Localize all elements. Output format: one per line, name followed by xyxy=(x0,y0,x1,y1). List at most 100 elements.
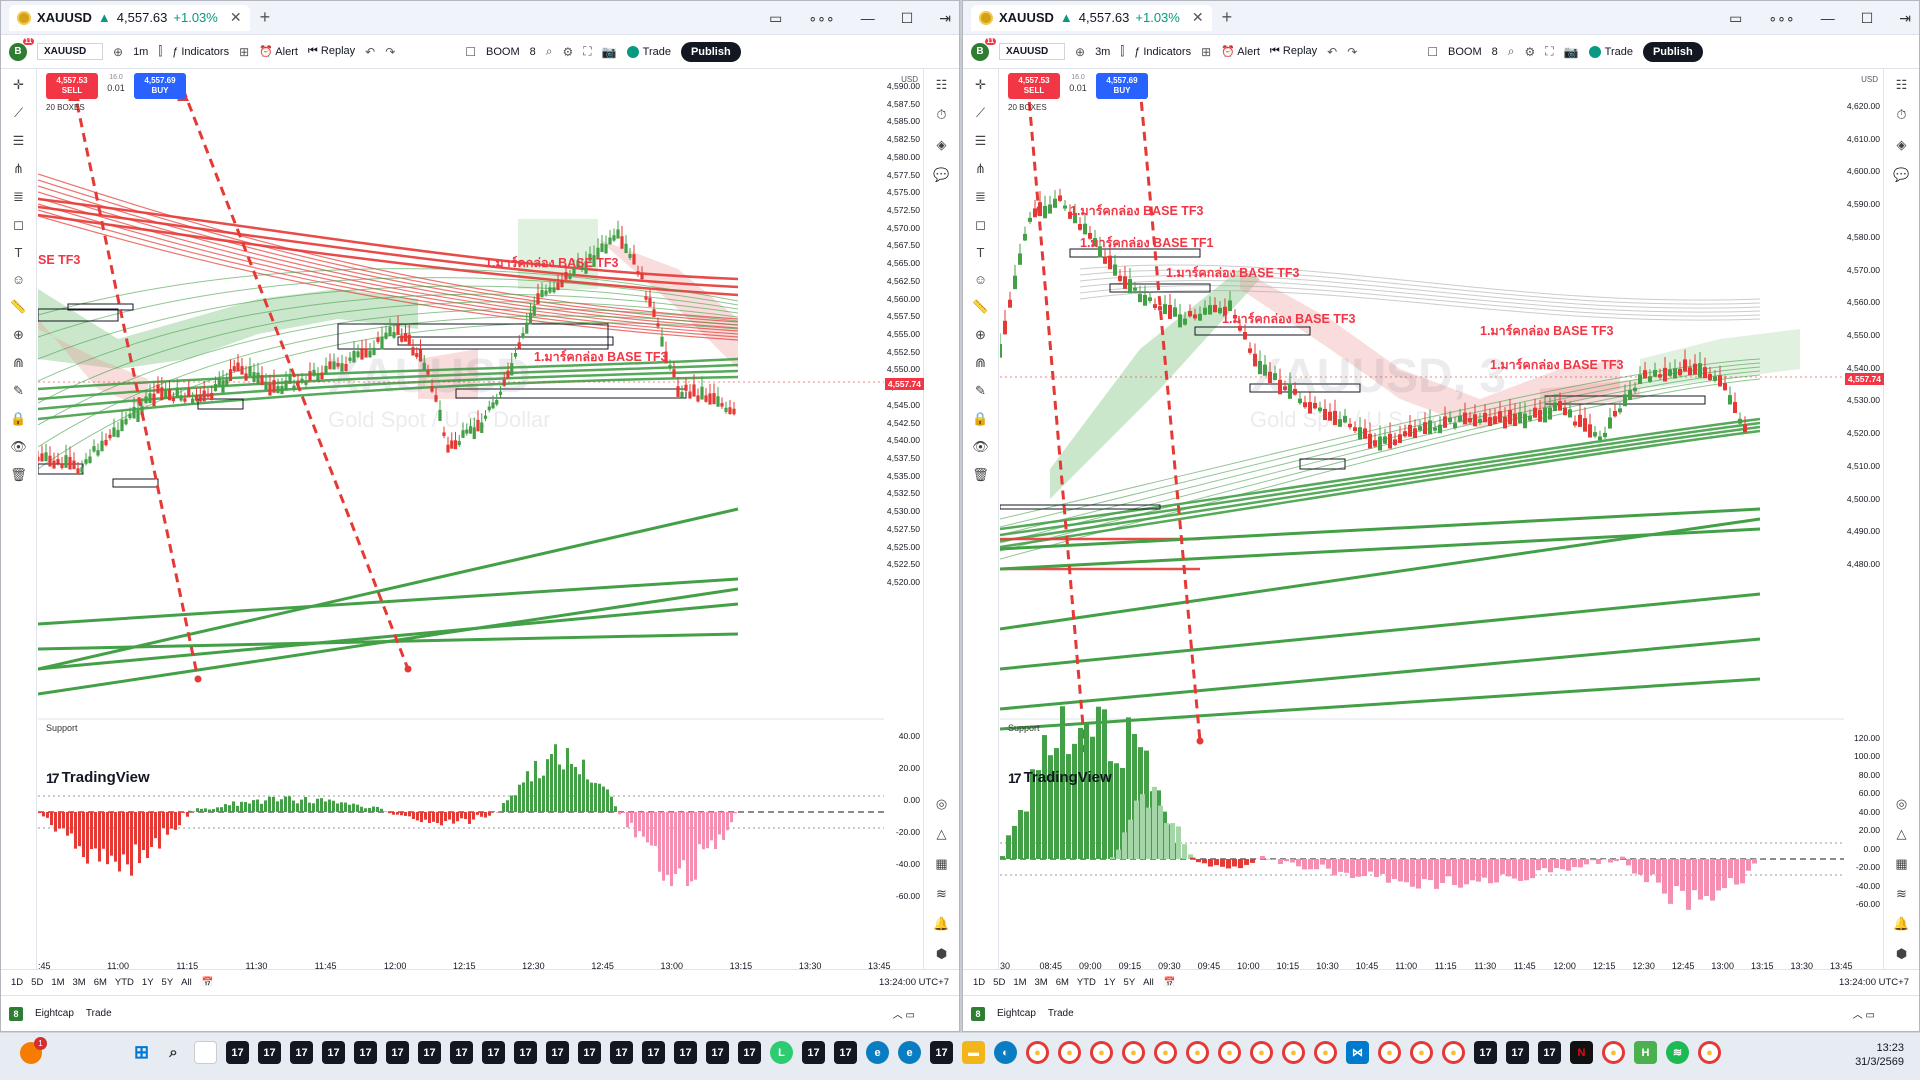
buy-button[interactable]: 4,557.69 BUY xyxy=(134,73,186,99)
collapse-icon[interactable]: ︿ ▭ xyxy=(892,1010,915,1021)
range-5d[interactable]: 5D xyxy=(31,977,44,988)
line-app-icon[interactable]: L xyxy=(770,1041,793,1064)
indicators-button[interactable]: ƒ Indicators xyxy=(172,46,229,58)
range-3m[interactable]: 3M xyxy=(1034,977,1048,988)
eye-icon[interactable]: 👁 xyxy=(972,439,989,454)
crosshair-icon[interactable]: ✛ xyxy=(13,77,24,92)
calendar-range-icon[interactable]: 📅 xyxy=(1163,977,1176,988)
candles-icon[interactable]: ⫿ xyxy=(158,44,163,58)
tradingview-app-icon[interactable]: 17 xyxy=(706,1041,729,1064)
range-5d[interactable]: 5D xyxy=(993,977,1006,988)
magnet-icon[interactable]: ⋒ xyxy=(975,355,986,370)
browser-icon[interactable]: ◐ xyxy=(994,1041,1017,1064)
range-6m[interactable]: 6M xyxy=(93,977,107,988)
spotify-icon[interactable]: ≋ xyxy=(1666,1041,1689,1064)
indicators-button[interactable]: ƒ Indicators xyxy=(1134,46,1191,58)
tradingview-app-icon[interactable]: 17 xyxy=(290,1041,313,1064)
text-icon[interactable]: T xyxy=(976,245,985,260)
windows-start-icon[interactable]: ⊞ xyxy=(133,1042,150,1062)
chrome-icon[interactable]: ● xyxy=(1186,1041,1209,1064)
broadcast-icon[interactable]: ≋ xyxy=(1896,886,1907,901)
settings-icon[interactable]: ⚙ xyxy=(562,44,574,59)
layout-square-icon[interactable]: ☐ xyxy=(465,44,477,59)
undo-icon[interactable]: ↶ xyxy=(365,44,376,59)
replay-button[interactable]: ⏮ Replay xyxy=(1270,45,1317,58)
trash-icon[interactable]: 🗑 xyxy=(972,467,989,482)
range-5y[interactable]: 5Y xyxy=(161,977,174,988)
pencil-lock-icon[interactable]: ✎ xyxy=(13,383,24,398)
chrome-icon[interactable]: ● xyxy=(1602,1041,1625,1064)
plus-circle-icon[interactable]: ⊕ xyxy=(1075,44,1086,59)
chart-pane[interactable]: 4,557.53 SELL 16.0 0.01 4,557.69 BUY 20 BOX… xyxy=(1000,69,1884,1031)
tradingview-app-icon[interactable]: 17 xyxy=(834,1041,857,1064)
fullscreen-icon[interactable]: ⛶ xyxy=(1545,44,1554,58)
tradingview-app-icon[interactable]: 17 xyxy=(578,1041,601,1064)
chrome-icon[interactable]: ● xyxy=(1250,1041,1273,1064)
lock-icon[interactable]: 🔒 xyxy=(972,411,989,426)
interval-button[interactable]: 1m xyxy=(133,45,149,58)
avatar[interactable]: B 11 xyxy=(971,37,996,61)
magnet-icon[interactable]: ⋒ xyxy=(13,355,24,370)
edge-icon[interactable]: e xyxy=(898,1041,921,1064)
chrome-icon[interactable]: ● xyxy=(1026,1041,1049,1064)
app-h-icon[interactable]: H xyxy=(1634,1041,1657,1064)
publish-button[interactable]: Publish xyxy=(680,41,741,62)
avatar[interactable]: B 11 xyxy=(9,37,34,61)
maximize-icon[interactable]: ☐ xyxy=(1860,9,1874,26)
buy-button[interactable]: 4,557.69 BUY xyxy=(1096,73,1148,99)
vscode-icon[interactable]: ⋈ xyxy=(1346,1041,1369,1064)
broadcast-icon[interactable]: ≋ xyxy=(936,886,947,901)
chrome-icon[interactable]: ● xyxy=(1218,1041,1241,1064)
price-axis[interactable]: 4,590.00 4,587.50 4,585.00 4,582.50 4,580.00… xyxy=(884,69,924,719)
alert-button[interactable]: ⏰ Alert xyxy=(259,45,298,58)
exit-icon[interactable]: ⇥ xyxy=(1899,9,1911,26)
range-1m[interactable]: 1M xyxy=(51,977,65,988)
plus-circle-icon[interactable]: ⊕ xyxy=(113,44,124,59)
tradingview-logo[interactable]: 17 TradingView xyxy=(46,769,150,786)
tradingview-app-icon[interactable]: 17 xyxy=(642,1041,665,1064)
alerts-clock-icon[interactable]: ⏱ xyxy=(936,107,947,122)
publish-button[interactable]: Publish xyxy=(1642,41,1703,62)
search-icon[interactable]: ⌕ xyxy=(169,1044,178,1061)
grid-dots-icon[interactable]: ⬢ xyxy=(935,946,948,961)
tradingview-app-icon[interactable]: 17 xyxy=(418,1041,441,1064)
system-clock[interactable]: 13:23 31/3/2569 xyxy=(1855,1041,1904,1069)
text-icon[interactable]: T xyxy=(14,245,23,260)
close-tab-icon[interactable]: ✕ xyxy=(229,9,242,25)
range-all[interactable]: All xyxy=(1143,977,1154,988)
zoom-icon[interactable]: ⊕ xyxy=(13,327,24,342)
range-1y[interactable]: 1Y xyxy=(1103,977,1116,988)
minimize-icon[interactable]: — xyxy=(1820,10,1835,26)
tradingview-app-icon[interactable]: 17 xyxy=(802,1041,825,1064)
camera-icon[interactable]: 📷 xyxy=(1563,44,1579,59)
range-ytd[interactable]: YTD xyxy=(114,977,134,988)
replay-button[interactable]: ⏮ Replay xyxy=(308,45,355,58)
fib-icon[interactable]: ≣ xyxy=(975,189,986,204)
symbol-tab[interactable]: XAUUSD ▲ 4,557.63 +1.03% ✕ xyxy=(971,4,1212,31)
sell-button[interactable]: 4,557.53 SELL xyxy=(46,73,98,99)
range-all[interactable]: All xyxy=(181,977,192,988)
redo-icon[interactable]: ↷ xyxy=(1347,44,1358,59)
lot-size[interactable]: 16.0 0.01 xyxy=(1066,73,1090,93)
tradingview-app-icon[interactable]: 17 xyxy=(1538,1041,1561,1064)
template-button[interactable]: BOOM xyxy=(1448,45,1482,58)
target-icon[interactable]: ◎ xyxy=(935,796,948,811)
pyramid-icon[interactable]: △ xyxy=(1896,826,1907,841)
undo-icon[interactable]: ↶ xyxy=(1327,44,1338,59)
chrome-icon[interactable]: ● xyxy=(1314,1041,1337,1064)
chrome-icon[interactable]: ● xyxy=(1442,1041,1465,1064)
tradingview-app-icon[interactable]: 17 xyxy=(386,1041,409,1064)
new-tab-icon[interactable]: + xyxy=(259,7,271,27)
minimize-icon[interactable]: — xyxy=(860,10,875,26)
emoji-icon[interactable]: ☺ xyxy=(973,272,988,287)
interval-button[interactable]: 3m xyxy=(1095,45,1111,58)
tradingview-app-icon[interactable]: 17 xyxy=(226,1041,249,1064)
range-ytd[interactable]: YTD xyxy=(1076,977,1096,988)
pencil-lock-icon[interactable]: ✎ xyxy=(975,383,986,398)
range-1d[interactable]: 1D xyxy=(11,977,24,988)
maximize-icon[interactable]: ☐ xyxy=(900,9,914,26)
chrome-icon[interactable]: ● xyxy=(1378,1041,1401,1064)
chrome-icon[interactable]: ● xyxy=(1282,1041,1305,1064)
tradingview-app-icon[interactable]: 17 xyxy=(1474,1041,1497,1064)
lot-size[interactable]: 16.0 0.01 xyxy=(104,73,128,93)
